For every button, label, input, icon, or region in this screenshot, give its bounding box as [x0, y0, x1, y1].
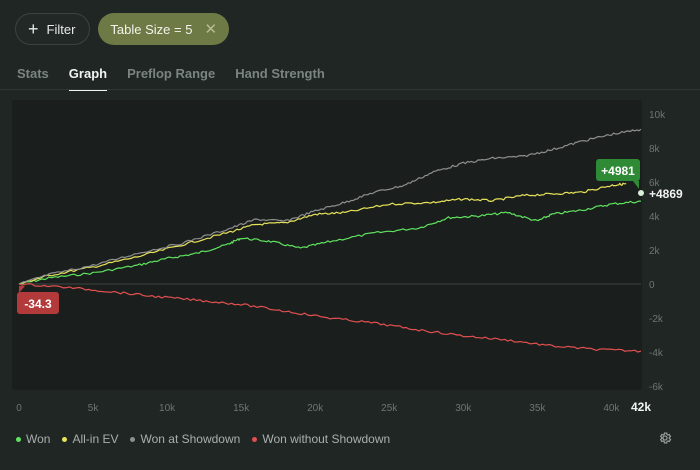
legend-item-won[interactable]: Won	[16, 432, 50, 446]
allin-ev-callout-text: +4981	[601, 164, 635, 178]
filter-label: Filter	[46, 21, 76, 37]
y-tick-label: -6k	[649, 382, 664, 393]
x-tick-label: 35k	[529, 403, 546, 414]
y-tick-label: 4k	[649, 212, 661, 223]
legend-dot	[62, 436, 68, 442]
tab-graph[interactable]: Graph	[68, 66, 108, 91]
gear-icon[interactable]	[658, 431, 672, 445]
legend-item-won-without-showdown[interactable]: Won without Showdown	[252, 432, 390, 446]
legend-item-all-in-ev[interactable]: All-in EV	[62, 432, 118, 446]
filter-chip-table-size[interactable]: Table Size = 5 ✕	[98, 13, 230, 45]
legend-label: Won at Showdown	[140, 432, 241, 446]
x-tick-label: 10k	[159, 403, 176, 414]
y-tick-label: 0	[649, 280, 655, 291]
legend-dot	[130, 436, 136, 442]
toolbar: + Filter Table Size = 5 ✕	[15, 13, 230, 45]
series-line-won-at-showdown	[18, 128, 642, 285]
tabs-divider	[0, 89, 700, 90]
filter-chip-label: Table Size = 5	[110, 21, 193, 37]
x-tick-label: 5k	[88, 403, 100, 414]
y-tick-label: 6k	[649, 178, 661, 189]
legend-item-won-at-showdown[interactable]: Won at Showdown	[130, 432, 240, 446]
y-tick-label: 2k	[649, 246, 661, 257]
y-tick-label: -4k	[649, 348, 664, 359]
x-end-label: 42k	[631, 400, 651, 414]
x-tick-label: 15k	[233, 403, 250, 414]
x-tick-label: 40k	[603, 403, 620, 414]
y-tick-label: 10k	[649, 110, 666, 121]
series-line-all-in-ev	[18, 182, 627, 285]
x-tick-label: 30k	[455, 403, 472, 414]
series-line-won-without-showdown	[18, 283, 642, 353]
plus-icon: +	[28, 19, 39, 39]
tab-bar: Stats Graph Preflop Range Hand Strength	[17, 66, 325, 91]
legend-dot	[16, 436, 21, 442]
x-tick-label: 25k	[381, 403, 398, 414]
won-end-label: +4869	[649, 187, 683, 201]
legend-dot	[252, 436, 258, 442]
tab-hand-strength[interactable]: Hand Strength	[235, 66, 325, 81]
x-tick-label: 0	[16, 403, 22, 414]
allin-ev-callout: +4981	[596, 159, 640, 189]
tab-stats[interactable]: Stats	[17, 66, 49, 81]
chart-panel	[12, 100, 642, 390]
won-without-showdown-callout: -34.3	[17, 286, 59, 314]
won-end-dot	[638, 190, 644, 196]
chart-legend: Won All-in EV Won at Showdown Won withou…	[16, 432, 390, 446]
filter-button[interactable]: + Filter	[15, 13, 91, 45]
profit-graph: 10k 8k 6k 4k 2k 0 -2k -4k -6k 0 5k 10k 15k 20k 25k 30k…	[16, 110, 683, 414]
x-tick-label: 20k	[307, 403, 324, 414]
series-line-won	[18, 200, 642, 285]
y-tick-label: -2k	[649, 314, 664, 325]
legend-label: Won	[26, 432, 51, 446]
close-icon[interactable]: ✕	[204, 21, 218, 38]
legend-label: All-in EV	[72, 432, 119, 446]
won-without-showdown-callout-text: -34.3	[24, 297, 52, 311]
legend-label: Won without Showdown	[262, 432, 391, 446]
y-tick-label: 8k	[649, 144, 661, 155]
tab-preflop-range[interactable]: Preflop Range	[127, 66, 216, 81]
